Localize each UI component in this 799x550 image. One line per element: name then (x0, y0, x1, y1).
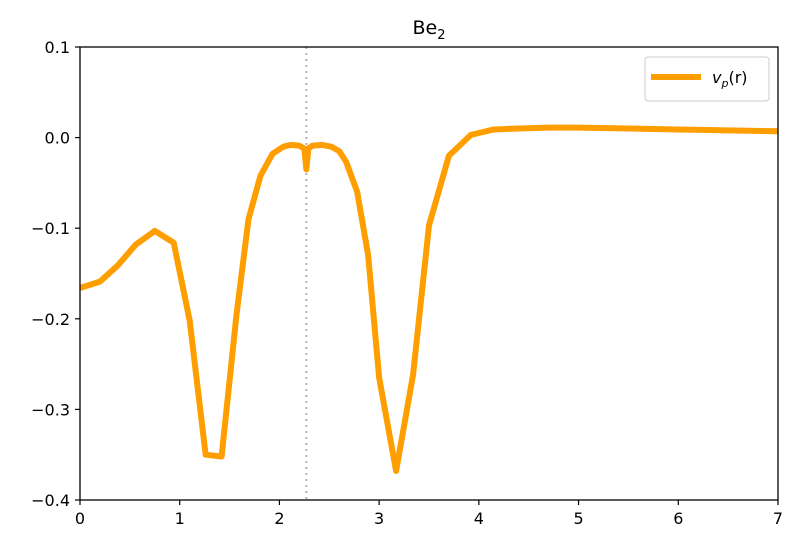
y-tick-label: −0.2 (31, 310, 70, 329)
axes-frame (79, 46, 779, 501)
x-tick-label: 1 (175, 509, 185, 528)
x-tick-label: 7 (773, 509, 783, 528)
legend-label-subscript: p (720, 77, 728, 90)
chart-title: Be2 (412, 17, 445, 43)
legend-label-rest: (r) (728, 68, 747, 87)
x-tick-label: 0 (75, 509, 85, 528)
axes-layer (79, 46, 779, 501)
x-tick-label: 4 (474, 509, 484, 528)
plot-area (80, 47, 778, 500)
legend: vp(r) (644, 56, 770, 102)
x-tick-label: 5 (573, 509, 583, 528)
legend-label-main: v (712, 68, 722, 87)
plot-background (80, 47, 778, 500)
x-tick-label: 2 (274, 509, 284, 528)
chart-title-main: Be (412, 17, 437, 39)
y-tick-label: 0.1 (45, 38, 70, 57)
series-line-0 (79, 124, 779, 475)
series-layer (79, 124, 779, 475)
chart-title-subscript: 2 (437, 28, 445, 43)
x-tick-label: 6 (673, 509, 683, 528)
x-tick-label: 3 (374, 509, 384, 528)
ticks-layer: 0 1 2 3 4 5 6 7 0.1 0.0 −0.1 −0.2 −0.3 −0.4 (31, 38, 783, 528)
legend-label: vp(r) (712, 68, 748, 90)
y-tick-label: −0.1 (31, 219, 70, 238)
y-tick-label: 0.0 (45, 129, 70, 148)
legend-box (644, 56, 770, 102)
y-tick-label: −0.4 (31, 491, 70, 510)
y-tick-label: −0.3 (31, 400, 70, 419)
